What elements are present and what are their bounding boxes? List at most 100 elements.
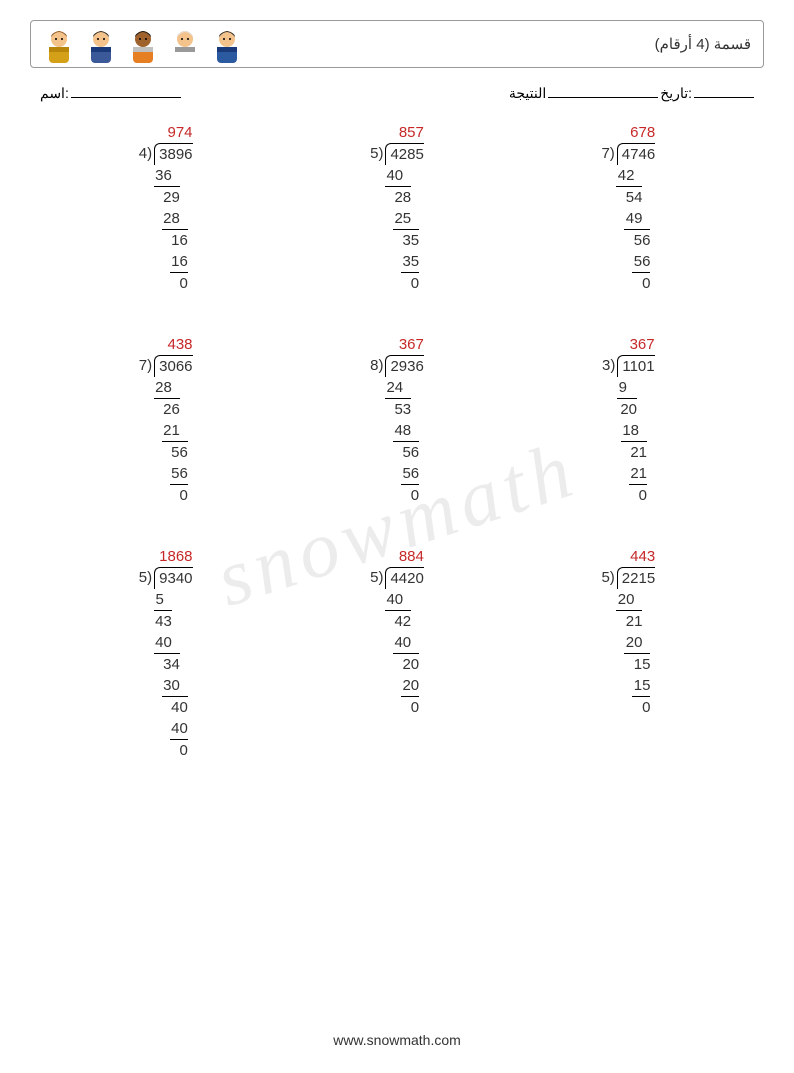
- step-value: 43: [154, 610, 172, 632]
- step-value: 56: [624, 229, 650, 251]
- step-value: 20: [624, 632, 642, 653]
- step-value: 21: [629, 463, 647, 484]
- name-label: اسم:: [40, 85, 69, 102]
- step-value: 40: [385, 165, 403, 186]
- date-score-field: النتيجة تاريخ:: [509, 83, 754, 102]
- avatar-icon: [211, 25, 243, 63]
- quotient: 1868: [139, 546, 193, 567]
- step-value: 56: [393, 441, 419, 463]
- step-value: 49: [624, 208, 642, 229]
- date-blank: [694, 83, 754, 98]
- step-value: 56: [170, 463, 188, 484]
- step-value: 42: [616, 165, 634, 186]
- avatar-icon: [127, 25, 159, 63]
- step-value: 0: [170, 272, 188, 294]
- division-problem: 3678)293624534856560: [291, 334, 502, 506]
- step-value: 56: [401, 463, 419, 484]
- step-value: 40: [393, 632, 411, 653]
- dividend: 4285: [385, 143, 423, 165]
- divisor: 4): [139, 143, 154, 164]
- step-value: 16: [162, 229, 188, 251]
- division-problem: 8575)428540282535350: [291, 122, 502, 294]
- quotient: 367: [370, 334, 424, 355]
- step-value: 56: [632, 251, 650, 272]
- name-blank: [71, 83, 181, 98]
- step-value: 40: [154, 632, 172, 653]
- step-value: 26: [154, 398, 180, 420]
- division-line: 7)3066: [139, 355, 193, 377]
- work-steps: 28262156560: [139, 377, 193, 506]
- header: (قسمة (4 أرقام: [30, 20, 764, 68]
- step-value: 0: [401, 484, 419, 506]
- step-value: 30: [162, 675, 180, 696]
- step-value: 0: [170, 484, 188, 506]
- step-value: 20: [616, 589, 634, 610]
- step-value: 28: [154, 377, 172, 398]
- step-value: 0: [632, 272, 650, 294]
- division-problem: 18685)934054340343040400: [60, 546, 271, 761]
- work-steps: 42544956560: [601, 165, 655, 294]
- work-steps: 54340343040400: [139, 589, 193, 761]
- dividend: 4420: [385, 567, 423, 589]
- divisor: 5): [370, 143, 385, 164]
- step-value: 56: [162, 441, 188, 463]
- step-value: 40: [385, 589, 403, 610]
- footer-url: www.snowmath.com: [0, 1032, 794, 1048]
- work-steps: 9201821210: [602, 377, 655, 506]
- step-value: 35: [401, 251, 419, 272]
- dividend: 9340: [154, 567, 192, 589]
- division-line: 5)4285: [370, 143, 424, 165]
- work-steps: 20212015150: [601, 589, 655, 718]
- division-line: 8)2936: [370, 355, 424, 377]
- step-value: 0: [632, 696, 650, 718]
- problems-grid: 9744)3896362928161608575)428540282535350…: [60, 122, 734, 761]
- division-problem: 8845)442040424020200: [291, 546, 502, 761]
- dividend: 3896: [154, 143, 192, 165]
- avatar-icon: [169, 25, 201, 63]
- step-value: 0: [401, 696, 419, 718]
- work-steps: 36292816160: [139, 165, 193, 294]
- divisor: 3): [602, 355, 617, 376]
- step-value: 0: [401, 272, 419, 294]
- date-label: تاريخ:: [660, 85, 692, 102]
- divisor: 5): [601, 567, 616, 588]
- step-value: 48: [393, 420, 411, 441]
- division-problem: 3673)11019201821210: [523, 334, 734, 506]
- quotient: 443: [601, 546, 655, 567]
- step-value: 20: [401, 675, 419, 696]
- avatar-row: [43, 25, 243, 63]
- step-value: 5: [154, 589, 164, 610]
- dividend: 1101: [617, 355, 654, 377]
- step-value: 40: [162, 696, 188, 718]
- step-value: 21: [621, 441, 647, 463]
- step-value: 20: [393, 653, 419, 675]
- step-value: 28: [385, 186, 411, 208]
- step-value: 34: [154, 653, 180, 675]
- step-value: 24: [385, 377, 403, 398]
- work-steps: 40282535350: [370, 165, 424, 294]
- division-problem: 9744)389636292816160: [60, 122, 271, 294]
- quotient: 678: [601, 122, 655, 143]
- step-value: 21: [616, 610, 642, 632]
- work-steps: 24534856560: [370, 377, 424, 506]
- division-line: 5)2215: [601, 567, 655, 589]
- dividend: 4746: [617, 143, 655, 165]
- step-value: 9: [617, 377, 627, 398]
- step-value: 0: [170, 739, 188, 761]
- divisor: 7): [601, 143, 616, 164]
- quotient: 974: [139, 122, 193, 143]
- quotient: 367: [602, 334, 655, 355]
- avatar-icon: [43, 25, 75, 63]
- step-value: 18: [621, 420, 639, 441]
- step-value: 28: [162, 208, 180, 229]
- step-value: 36: [154, 165, 172, 186]
- quotient: 884: [370, 546, 424, 567]
- step-value: 54: [616, 186, 642, 208]
- divisor: 5): [139, 567, 154, 588]
- division-problem: 4435)221520212015150: [523, 546, 734, 761]
- step-value: 40: [170, 718, 188, 739]
- division-line: 5)4420: [370, 567, 424, 589]
- dividend: 2215: [617, 567, 655, 589]
- step-value: 16: [170, 251, 188, 272]
- step-value: 20: [617, 398, 637, 420]
